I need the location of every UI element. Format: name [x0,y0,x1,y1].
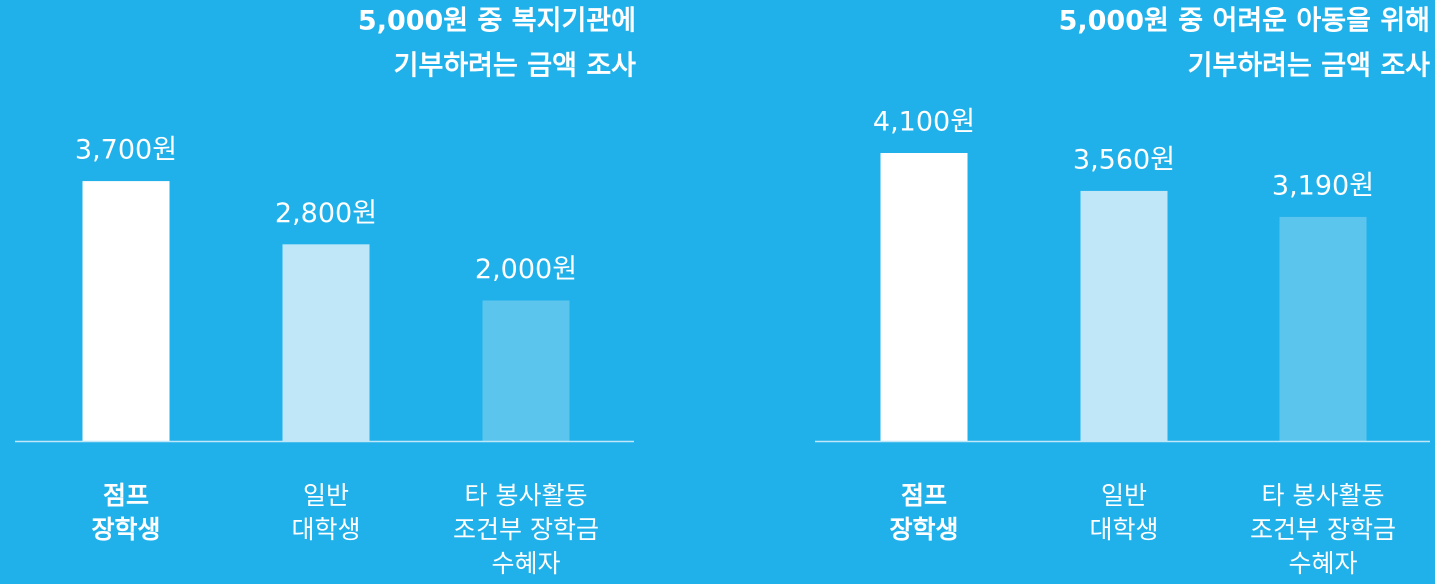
value-label: 3,190원 [1272,170,1374,201]
bar [1279,216,1367,441]
category-label: 일반 [1101,481,1147,510]
category-label: 점프 [901,481,947,510]
category-label: 장학생 [91,515,160,544]
chart-title: 5,000원 중 어려운 아동을 위해 [1059,6,1430,37]
bar [880,153,968,441]
category-label: 조건부 장학금 [1250,515,1396,544]
category-label: 타 봉사활동 [465,481,588,510]
category-label: 대학생 [1089,515,1158,544]
category-label: 일반 [303,481,349,510]
category-label: 타 봉사활동 [1262,481,1385,510]
chart-title: 5,000원 중 복지기관에 [358,6,636,37]
category-label: 장학생 [889,515,958,544]
value-label: 4,100원 [873,107,975,138]
bar [482,300,570,441]
category-label: 조건부 장학금 [453,515,599,544]
category-label: 수혜자 [1288,549,1357,578]
value-label: 3,560원 [1073,144,1175,175]
bar [282,244,370,441]
value-label: 2,000원 [475,254,577,285]
bar [1080,190,1168,441]
bar [82,181,170,441]
category-label: 수혜자 [491,549,560,578]
category-label: 점프 [103,481,149,510]
value-label: 3,700원 [75,135,177,166]
category-label: 대학생 [291,515,360,544]
value-label: 2,800원 [275,198,377,229]
chart-title: 기부하려는 금액 조사 [1188,51,1431,82]
chart-title: 기부하려는 금액 조사 [394,51,637,82]
